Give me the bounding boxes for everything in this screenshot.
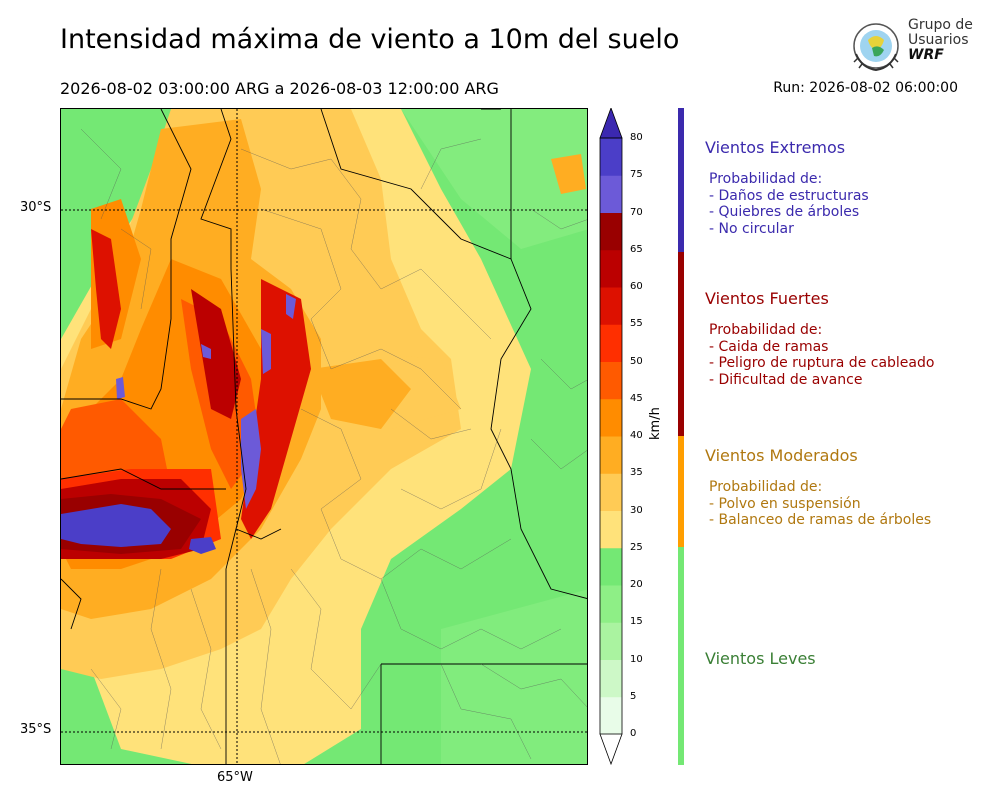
colorbar-segment — [600, 175, 622, 213]
category-extreme: Vientos Extremos Probabilidad de: - Daño… — [705, 138, 869, 237]
logo-line-3: WRF — [908, 47, 944, 63]
category-title: Vientos Fuertes — [705, 289, 829, 308]
colorbar-tick-label: 40 — [630, 430, 643, 441]
colorbar-max-extension — [599, 108, 623, 139]
colorbar-segment — [600, 696, 622, 735]
colorbar-segment — [600, 138, 622, 176]
category-line: - Polvo en suspensión — [709, 495, 861, 512]
valid-period: 2026-08-02 03:00:00 ARG a 2026-08-03 12:… — [60, 79, 499, 98]
colorbar-tick-label: 5 — [630, 690, 637, 702]
colorbar-tick-label: 20 — [630, 579, 643, 590]
colorbar-tick-label: 80 — [630, 132, 643, 143]
colorbar-tick-label: 15 — [630, 616, 643, 628]
colorbar-segment — [600, 547, 622, 586]
colorbar-outline — [599, 137, 623, 735]
category-light: Vientos Leves — [705, 649, 816, 682]
category-strong: Vientos Fuertes Probabilidad de: - Caida… — [705, 289, 934, 388]
wind-speed-colorbar — [599, 108, 623, 765]
category-line: - Dificultad de avance — [709, 371, 863, 388]
category-line: Probabilidad de: — [709, 479, 823, 495]
category-line: - Peligro de ruptura de cableado — [709, 355, 935, 371]
category-line: - Quiebres de árboles — [709, 204, 860, 220]
map-canvas — [61, 109, 587, 764]
legend-bar-strong — [678, 252, 684, 436]
legend-bar-moderate — [678, 436, 684, 547]
category-line: - Daños de estructuras — [709, 187, 869, 204]
wrf-users-group-logo: Grupo de Usuarios WRF — [848, 18, 973, 74]
category-line: Probabilidad de: — [709, 171, 823, 187]
category-title: Vientos Moderados — [705, 446, 858, 465]
wind-speed-map — [60, 108, 588, 765]
colorbar-segment — [600, 436, 622, 474]
colorbar-tick-label: 10 — [630, 653, 643, 665]
colorbar-tick-label: 65 — [630, 243, 643, 255]
category-line: - Caida de ramas — [709, 338, 829, 355]
logo-line-1: Grupo de — [908, 17, 973, 33]
colorbar-tick-label: 70 — [630, 206, 643, 218]
colorbar-segment — [600, 212, 622, 251]
category-title: Vientos Extremos — [705, 138, 846, 157]
category-moderate: Vientos Moderados Probabilidad de: - Pol… — [705, 446, 931, 529]
category-title: Vientos Leves — [705, 649, 816, 668]
colorbar-segment — [600, 473, 622, 511]
legend-bar-light — [678, 547, 684, 765]
category-line: - No circular — [709, 220, 794, 237]
colorbar-tick-label: 0 — [630, 728, 637, 739]
colorbar-tick-label: 50 — [630, 355, 643, 367]
colorbar-segment — [600, 398, 622, 437]
colorbar-segment — [600, 510, 622, 549]
colorbar-tick-label: 75 — [630, 169, 643, 181]
colorbar-segment — [600, 585, 622, 623]
colorbar-min-extension — [599, 733, 623, 765]
globe-logo-icon — [853, 23, 899, 72]
lat-label-30s: 30°S — [20, 200, 52, 215]
lon-label-65w: 65°W — [217, 770, 253, 785]
colorbar-unit-label: km/h — [648, 407, 663, 440]
colorbar-tick-label: 35 — [630, 467, 643, 479]
colorbar-segment — [600, 622, 622, 660]
logo-line-2: Usuarios — [908, 32, 969, 48]
lat-label-35s: 35°S — [20, 722, 52, 737]
category-line: - Balanceo de ramas de árboles — [709, 512, 932, 528]
colorbar-tick-label: 45 — [630, 392, 643, 404]
category-line: Probabilidad de: — [709, 322, 823, 338]
colorbar-segment — [600, 361, 622, 400]
colorbar-tick-label: 30 — [630, 504, 643, 516]
colorbar-segment — [600, 324, 622, 362]
run-time: Run: 2026-08-02 06:00:00 — [773, 80, 958, 96]
legend-bar-extreme — [678, 108, 684, 252]
colorbar-tick-label: 60 — [630, 281, 643, 292]
map-title: Intensidad máxima de viento a 10m del su… — [60, 24, 680, 55]
colorbar-tick-label: 25 — [630, 541, 643, 553]
colorbar-segment — [600, 287, 622, 325]
colorbar-tick-label: 55 — [630, 318, 643, 330]
colorbar-segment — [600, 659, 622, 698]
colorbar-segment — [600, 249, 622, 288]
